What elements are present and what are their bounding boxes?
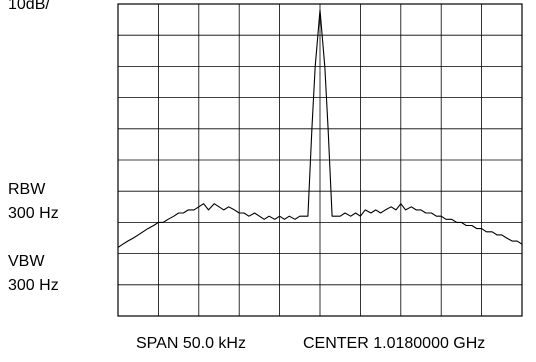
vbw-value: 300 Hz (8, 277, 59, 294)
vbw-label: VBW (8, 253, 45, 270)
spectrum-trace (117, 9, 523, 248)
span-label: SPAN 50.0 kHz (136, 335, 246, 352)
y-scale-label: 10dB/ (8, 0, 50, 13)
grid (118, 4, 522, 316)
rbw-label: RBW (8, 181, 46, 198)
plot-frame (117, 3, 523, 317)
center-label: CENTER 1.0180000 GHz (303, 335, 486, 352)
rbw-value: 300 Hz (8, 205, 59, 222)
